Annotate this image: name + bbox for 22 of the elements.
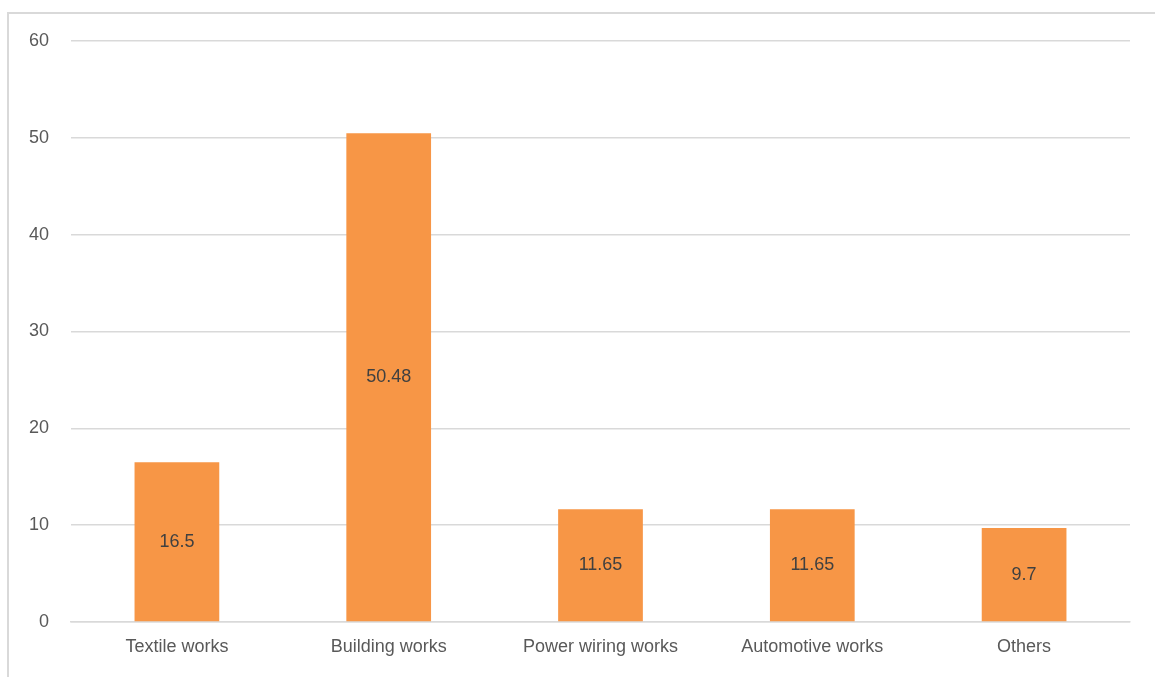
data-label: 11.65 [578,554,623,575]
data-label: 50.48 [366,366,412,387]
y-tick-label: 10 [28,514,49,535]
data-label: 9.7 [1011,563,1037,584]
y-tick-label: 0 [38,610,49,631]
x-tick-label: Automotive works [741,635,884,656]
x-tick-label: Power wiring works [522,635,679,656]
y-tick-label: 30 [28,320,49,341]
y-tick-label: 60 [28,29,49,50]
x-tick-label: Textile works [125,635,229,656]
bar [769,509,855,622]
x-tick-label: Others [997,635,1052,656]
data-label: 11.65 [790,554,835,575]
y-tick-label: 40 [28,223,49,244]
bar [558,509,643,622]
x-tick-label: Building works [330,635,447,656]
y-tick-label: 50 [28,126,49,147]
bar [346,133,432,622]
bar [134,462,220,622]
data-label: 16.5 [159,530,195,551]
y-tick-label: 20 [28,417,49,438]
bar [981,528,1067,622]
